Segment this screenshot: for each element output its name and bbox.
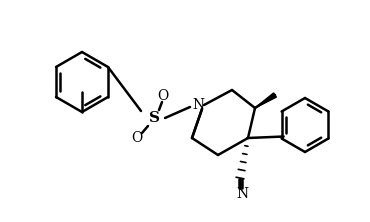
Text: N: N (192, 98, 204, 112)
Text: O: O (157, 89, 169, 103)
Polygon shape (255, 93, 276, 108)
Text: S: S (149, 111, 161, 125)
Text: N: N (236, 187, 248, 201)
Text: O: O (131, 131, 142, 145)
